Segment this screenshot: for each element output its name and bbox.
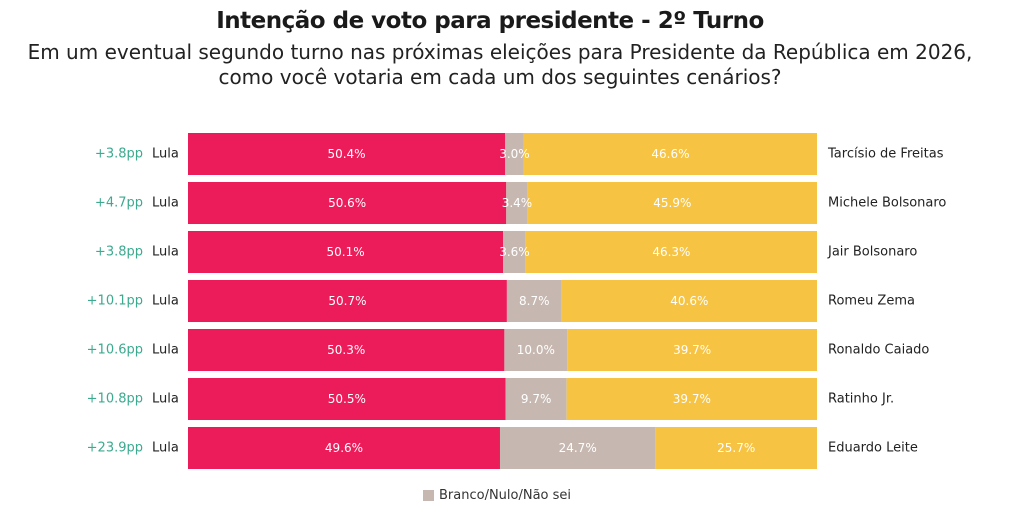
diff-label: +10.1pp [87,294,143,309]
data-label-lula: 50.6% [328,196,366,210]
bar-opponent [561,280,817,322]
bar-opponent [527,182,817,224]
row-label-lula: Lula [152,441,179,456]
data-label-blank: 3.4% [502,196,533,210]
row-label-opponent: Ratinho Jr. [828,392,894,407]
data-label-lula: 49.6% [325,441,363,455]
bar-lula [188,182,507,224]
bar-lula [188,427,500,469]
diff-label: +3.8pp [95,147,143,162]
data-label-blank: 9.7% [521,392,552,406]
data-label-lula: 50.4% [327,147,365,161]
data-label-opponent: 25.7% [717,441,755,455]
bar-blank [506,182,528,224]
data-label-opponent: 39.7% [673,343,711,357]
bar-blank [504,329,568,371]
bar-blank [505,133,524,175]
diff-label: +4.7pp [95,196,143,211]
subtitle-line-1: Em um eventual segundo turno nas próxima… [27,40,973,64]
row-label-opponent: Jair Bolsonaro [827,245,917,260]
data-label-opponent: 46.3% [652,245,690,259]
chart-title: Intenção de voto para presidente - 2º Tu… [216,8,764,34]
bar-lula [188,231,504,273]
bar-opponent [525,231,817,273]
bar-opponent [655,427,817,469]
data-label-lula: 50.1% [327,245,365,259]
data-label-opponent: 40.6% [670,294,708,308]
data-label-blank: 24.7% [559,441,597,455]
bar-blank [505,378,567,420]
row-label-lula: Lula [152,294,179,309]
legend: Branco/Nulo/Não sei [423,488,571,503]
legend-swatch-blank [423,490,434,501]
bar-opponent [523,133,817,175]
data-label-opponent: 39.7% [673,392,711,406]
bar-blank [503,231,526,273]
data-label-lula: 50.3% [327,343,365,357]
diff-label: +10.6pp [87,343,143,358]
diff-label: +10.8pp [87,392,143,407]
data-label-blank: 3.0% [499,147,530,161]
row-label-lula: Lula [152,147,179,162]
row-label-opponent: Tarcísio de Freitas [827,147,944,162]
diff-label: +3.8pp [95,245,143,260]
row-label-lula: Lula [152,245,179,260]
data-label-blank: 3.6% [499,245,530,259]
bar-blank [499,427,656,469]
row-label-opponent: Ronaldo Caiado [828,343,929,358]
diff-label: +23.9pp [87,441,143,456]
row-label-lula: Lula [152,196,179,211]
row-label-opponent: Eduardo Leite [828,441,918,456]
row-label-opponent: Michele Bolsonaro [828,196,946,211]
bar-opponent [567,329,817,371]
bar-lula [188,280,507,322]
row-label-lula: Lula [152,343,179,358]
row-label-opponent: Romeu Zema [828,294,915,309]
chart-subtitle: Em um eventual segundo turno nas próxima… [0,40,1000,90]
bar-lula [188,378,506,420]
bar-opponent [566,378,817,420]
data-label-blank: 10.0% [517,343,555,357]
data-label-opponent: 46.6% [651,147,689,161]
data-label-opponent: 45.9% [653,196,691,210]
legend-label-blank: Branco/Nulo/Não sei [439,488,572,503]
data-label-lula: 50.5% [328,392,366,406]
data-label-lula: 50.7% [328,294,366,308]
bar-lula [188,329,505,371]
subtitle-line-2: como você votaria em cada um dos seguint… [218,65,782,89]
bar-lula [188,133,506,175]
row-label-lula: Lula [152,392,179,407]
data-label-blank: 8.7% [519,294,550,308]
bar-blank [506,280,562,322]
